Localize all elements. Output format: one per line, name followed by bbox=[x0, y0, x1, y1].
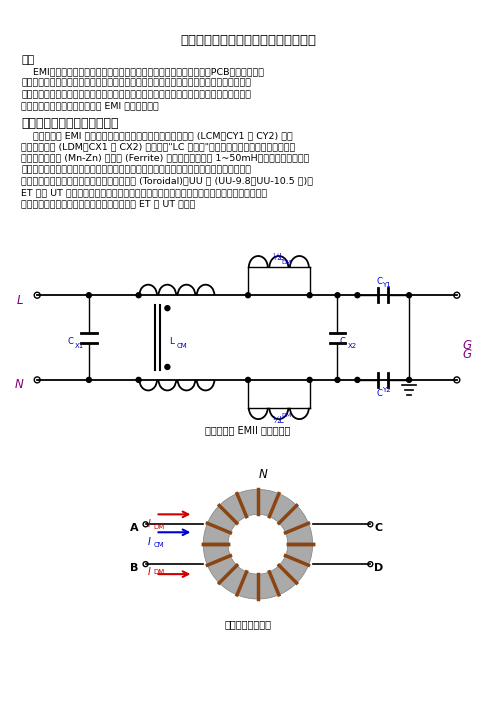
Text: 模噪声滤波器 (LDM、CX1 与 CX2) 分别形成"LC 滤波器"衰减共模与差模噪声。共模电感通: 模噪声滤波器 (LDM、CX1 与 CX2) 分别形成"LC 滤波器"衰减共模与… bbox=[21, 143, 296, 152]
Text: C: C bbox=[67, 337, 73, 346]
Circle shape bbox=[355, 378, 360, 383]
Text: ½L: ½L bbox=[273, 253, 285, 263]
Circle shape bbox=[335, 293, 340, 298]
Circle shape bbox=[355, 293, 360, 298]
Text: C: C bbox=[376, 390, 382, 398]
Text: Y1: Y1 bbox=[382, 282, 390, 289]
Text: CM: CM bbox=[154, 542, 164, 548]
Text: C: C bbox=[374, 523, 382, 534]
Text: X2: X2 bbox=[347, 343, 357, 348]
Text: G: G bbox=[463, 348, 472, 362]
Circle shape bbox=[165, 305, 170, 311]
Text: C: C bbox=[376, 277, 382, 286]
Polygon shape bbox=[203, 544, 312, 599]
Text: DM: DM bbox=[154, 524, 165, 530]
Text: 摘要: 摘要 bbox=[21, 55, 35, 65]
Circle shape bbox=[136, 293, 141, 298]
Text: 更提供了工程师快速解决传导型 EMI 问题的方法。: 更提供了工程师快速解决传导型 EMI 问题的方法。 bbox=[21, 102, 159, 110]
Text: C: C bbox=[339, 337, 345, 346]
Text: 供一种结合共模电感与差模电感的磁混成，称之为混成式共模电感器。不仅保留共模电感的: 供一种结合共模电感与差模电感的磁混成，称之为混成式共模电感器。不仅保留共模电感的 bbox=[21, 79, 251, 88]
Text: L: L bbox=[169, 337, 175, 346]
Text: A: A bbox=[129, 523, 138, 534]
Text: EMI抑制方案有许多组合，包括滤波器组合、变压器绕线安排，甚至PCB布局。本文提: EMI抑制方案有许多组合，包括滤波器组合、变压器绕线安排，甚至PCB布局。本文提 bbox=[21, 67, 264, 76]
Text: D: D bbox=[374, 563, 383, 573]
Text: 般不存在铁芯饱和的问题。常用的铁芯有环型 (Toroidal)、UU 型 (UU-9.8、UU-10.5 等)、: 般不存在铁芯饱和的问题。常用的铁芯有环型 (Toroidal)、UU 型 (UU… bbox=[21, 177, 313, 186]
Text: 二，由于绕线极性安排，虽然两组线圈分别流过负载电流，但铁芯内部磁力线互相抵消，一: 二，由于绕线极性安排，虽然两组线圈分别流过负载电流，但铁芯内部磁力线互相抵消，一 bbox=[21, 165, 251, 174]
Circle shape bbox=[307, 293, 312, 298]
Text: G: G bbox=[463, 338, 472, 352]
Text: L: L bbox=[17, 293, 23, 307]
Polygon shape bbox=[203, 489, 312, 544]
Circle shape bbox=[86, 378, 91, 383]
Text: 混成式共模电感的原理与功能: 混成式共模电感的原理与功能 bbox=[21, 117, 119, 130]
Circle shape bbox=[407, 378, 412, 383]
Circle shape bbox=[307, 378, 312, 383]
Text: 图一、常规 EMII 滤波器结构: 图一、常规 EMII 滤波器结构 bbox=[205, 425, 291, 435]
Text: N: N bbox=[14, 378, 23, 392]
Text: ½L: ½L bbox=[273, 416, 285, 425]
Text: 在常规单级 EMI 滤波器电路中，如图一，有共模噪声滤波器 (LCM、CY1 与 CY2) 与差: 在常规单级 EMI 滤波器电路中，如图一，有共模噪声滤波器 (LCM、CY1 与… bbox=[21, 131, 293, 140]
Circle shape bbox=[246, 293, 250, 298]
Text: I: I bbox=[148, 537, 151, 548]
Text: DM: DM bbox=[282, 413, 292, 418]
Text: DM: DM bbox=[282, 260, 292, 265]
Text: Y2: Y2 bbox=[382, 387, 390, 393]
Text: I: I bbox=[148, 567, 151, 577]
Circle shape bbox=[86, 293, 91, 298]
Text: 所以多采用施工成本较高的环型或一体成型的 ET 与 UT 铁芯。: 所以多采用施工成本较高的环型或一体成型的 ET 与 UT 铁芯。 bbox=[21, 199, 195, 208]
Circle shape bbox=[335, 378, 340, 383]
Text: CM: CM bbox=[177, 343, 187, 348]
Text: N: N bbox=[258, 468, 267, 482]
Circle shape bbox=[246, 378, 250, 383]
Circle shape bbox=[407, 293, 412, 298]
Text: 图二、共模电感器: 图二、共模电感器 bbox=[225, 619, 271, 629]
Circle shape bbox=[165, 364, 170, 369]
Circle shape bbox=[136, 378, 141, 383]
Text: 高阻抗特性，同时利用其很高漏电感当成差模电感用。不仅可以缩小体积节省滤波器成本，: 高阻抗特性，同时利用其很高漏电感当成差模电感用。不仅可以缩小体积节省滤波器成本， bbox=[21, 90, 251, 99]
Text: X1: X1 bbox=[75, 343, 84, 348]
Text: 常以高导磁锰锌 (Mn-Zn) 铁氧体 (Ferrite) 制成，电感值可达 1~50mH。共模电感器，如图: 常以高导磁锰锌 (Mn-Zn) 铁氧体 (Ferrite) 制成，电感值可达 1… bbox=[21, 154, 310, 163]
Text: DM: DM bbox=[154, 569, 165, 575]
Text: I: I bbox=[148, 519, 151, 529]
Text: B: B bbox=[129, 563, 138, 573]
Text: ET 型与 UT 型，如图三。为了获得足够的共模电感值，要尽量让两组线圈的耦合达到最好，: ET 型与 UT 型，如图三。为了获得足够的共模电感值，要尽量让两组线圈的耦合达… bbox=[21, 188, 267, 197]
Text: 利用混成式共模电感抑制传导电磁干扰: 利用混成式共模电感抑制传导电磁干扰 bbox=[180, 34, 316, 47]
